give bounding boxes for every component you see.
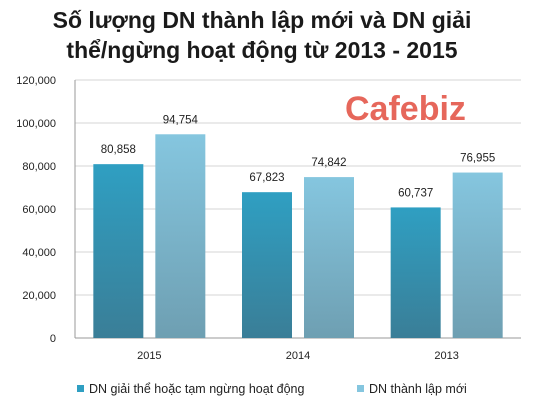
bar-dn-thanh-lap-2013 (452, 172, 503, 338)
data-label: 74,842 (311, 157, 346, 169)
y-tick-label: 0 (50, 333, 56, 345)
data-label: 94,754 (163, 114, 199, 126)
x-tick-label: 2015 (137, 350, 161, 362)
x-axis-ticks: 2015 2014 2013 (137, 350, 459, 362)
y-tick-label: 100,000 (16, 118, 56, 130)
chart-title-line-1: Số lượng DN thành lập mới và DN giải (53, 7, 472, 33)
bar-dn-giai-the-2014 (242, 192, 292, 338)
y-tick-label: 80,000 (22, 161, 56, 173)
data-labels: 80,858 94,754 67,823 74,842 60,737 76,955 (101, 114, 496, 199)
legend-label: DN thành lập mới (369, 382, 467, 396)
bar-dn-thanh-lap-2014 (304, 177, 354, 338)
y-tick-label: 20,000 (22, 290, 56, 302)
bar-dn-giai-the-2015 (93, 164, 144, 338)
data-label: 80,858 (101, 144, 136, 156)
y-axis-ticks: 0 20,000 40,000 60,000 80,000 100,000 120,000 (16, 75, 56, 345)
bar-dn-giai-the-2013 (390, 207, 441, 338)
y-tick-label: 60,000 (22, 204, 56, 216)
chart-title-line-2: thể/ngừng hoạt động từ 2013 - 2015 (66, 37, 457, 63)
cafebiz-logo: Cafebiz (345, 90, 466, 128)
x-tick-label: 2013 (434, 350, 458, 362)
legend: DN giải thể hoặc tạm ngừng hoạt động DN t… (77, 382, 467, 396)
y-tick-label: 40,000 (22, 247, 56, 259)
bars (93, 134, 503, 338)
gridlines (74, 79, 521, 339)
legend-label: DN giải thể hoặc tạm ngừng hoạt động (89, 382, 305, 396)
x-tick-label: 2014 (286, 350, 310, 362)
legend-swatch (357, 385, 364, 392)
legend-swatch (77, 385, 84, 392)
data-label: 67,823 (249, 172, 284, 184)
y-tick-label: 120,000 (16, 75, 56, 87)
data-label: 60,737 (398, 187, 433, 199)
data-label: 76,955 (460, 153, 495, 165)
bar-dn-thanh-lap-2015 (155, 134, 206, 338)
